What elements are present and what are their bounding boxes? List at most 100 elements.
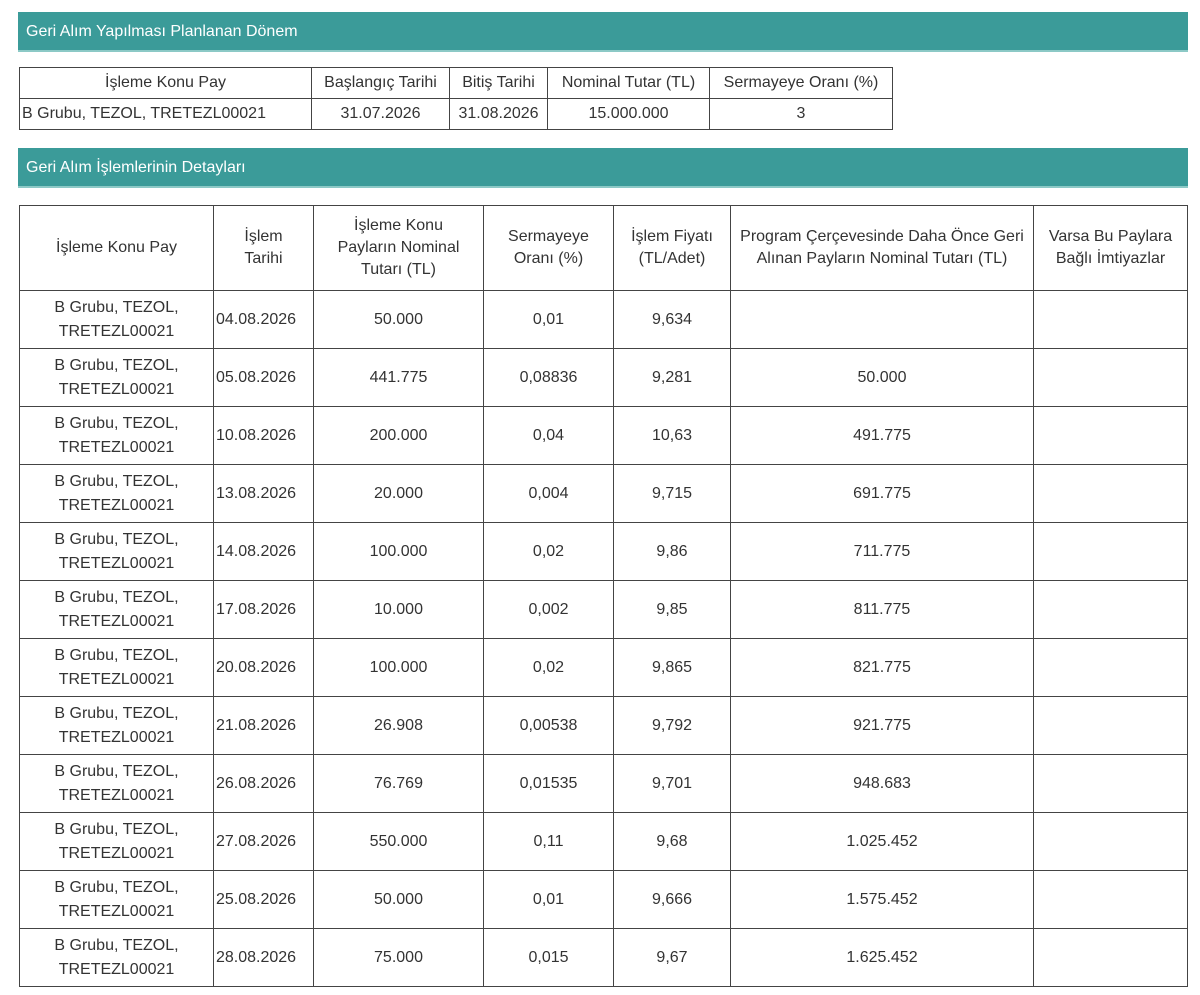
table-cell: B Grubu, TEZOL, TRETEZL00021 [19,754,214,813]
table-cell [1033,522,1188,581]
planned-period-table: İşleme Konu Pay Başlangıç Tarihi Bitiş T… [19,67,893,130]
column-header: İşlem Tarihi [213,205,314,291]
table-cell: 200.000 [313,406,484,465]
table-cell: 10,63 [613,406,731,465]
section-title: Geri Alım Yapılması Planlanan Dönem [26,23,298,40]
table-cell: 0,11 [483,812,614,871]
table-cell: 0,04 [483,406,614,465]
table-cell: 811.775 [730,580,1034,639]
table-cell [1033,290,1188,349]
table-row: B Grubu, TEZOL, TRETEZL00021 28.08.2026 75… [19,928,1188,987]
table-cell: 0,01535 [483,754,614,813]
table-cell: 28.08.2026 [213,928,314,987]
table-cell: 50.000 [313,290,484,349]
table-cell: 50.000 [313,870,484,929]
table-cell: 75.000 [313,928,484,987]
table-cell: 76.769 [313,754,484,813]
table-cell: 1.025.452 [730,812,1034,871]
table-cell: 21.08.2026 [213,696,314,755]
table-cell: 17.08.2026 [213,580,314,639]
table-cell: B Grubu, TEZOL, TRETEZL00021 [19,290,214,349]
table-cell [730,290,1034,349]
table-cell: 26.908 [313,696,484,755]
table-cell: B Grubu, TEZOL, TRETEZL00021 [19,580,214,639]
column-header: Program Çerçevesinde Daha Önce Geri Alın… [730,205,1034,291]
column-header: İşleme Konu Payların Nominal Tutarı (TL) [313,205,484,291]
table-cell: 15.000.000 [547,98,710,130]
column-header: Sermayeye Oranı (%) [483,205,614,291]
table-row: B Grubu, TEZOL, TRETEZL00021 04.08.2026 50… [19,290,1188,349]
table-cell [1033,638,1188,697]
table-cell: 9,67 [613,928,731,987]
column-header: Başlangıç Tarihi [311,67,450,99]
table-row: B Grubu, TEZOL, TRETEZL00021 05.08.2026 44… [19,348,1188,407]
table-cell: 9,701 [613,754,731,813]
table-cell: 20.08.2026 [213,638,314,697]
table-cell: 0,004 [483,464,614,523]
table-cell [1033,464,1188,523]
table-cell: 31.08.2026 [449,98,548,130]
table-cell [1033,870,1188,929]
transaction-details-table: İşleme Konu Pay İşlem Tarihi İşleme Konu… [19,205,1188,987]
table-cell: 20.000 [313,464,484,523]
table-cell: 1.625.452 [730,928,1034,987]
table-cell: 9,666 [613,870,731,929]
table-cell: B Grubu, TEZOL, TRETEZL00021 [19,406,214,465]
table-cell: 441.775 [313,348,484,407]
table-cell: 100.000 [313,522,484,581]
column-header: Sermayeye Oranı (%) [709,67,893,99]
column-header: İşleme Konu Pay [19,67,312,99]
table-cell: 04.08.2026 [213,290,314,349]
table-row: B Grubu, TEZOL, TRETEZL00021 14.08.2026 10… [19,522,1188,581]
table-cell: 26.08.2026 [213,754,314,813]
table-cell: 100.000 [313,638,484,697]
table-cell: 0,015 [483,928,614,987]
table-row: B Grubu, TEZOL, TRETEZL00021 21.08.2026 26… [19,696,1188,755]
table-row: B Grubu, TEZOL, TRETEZL00021 26.08.2026 76… [19,754,1188,813]
table-cell: 13.08.2026 [213,464,314,523]
table-header-row: İşleme Konu Pay İşlem Tarihi İşleme Konu… [19,205,1188,291]
table-cell: 9,865 [613,638,731,697]
table-cell: 9,634 [613,290,731,349]
table-cell: 9,792 [613,696,731,755]
table-row: B Grubu, TEZOL, TRETEZL00021 25.08.2026 50… [19,870,1188,929]
section-header-transaction-details: Geri Alım İşlemlerinin Detayları [18,148,1188,188]
column-header: İşlem Fiyatı (TL/Adet) [613,205,731,291]
section-header-planned-period: Geri Alım Yapılması Planlanan Dönem [18,12,1188,52]
table-cell: B Grubu, TEZOL, TRETEZL00021 [19,98,312,130]
table-row: B Grubu, TEZOL, TRETEZL00021 31.07.2026 … [19,98,893,130]
table-row: B Grubu, TEZOL, TRETEZL00021 17.08.2026 10… [19,580,1188,639]
table-cell: 14.08.2026 [213,522,314,581]
table-cell: B Grubu, TEZOL, TRETEZL00021 [19,812,214,871]
table-cell: B Grubu, TEZOL, TRETEZL00021 [19,464,214,523]
table-cell: 05.08.2026 [213,348,314,407]
table-cell: B Grubu, TEZOL, TRETEZL00021 [19,638,214,697]
table-cell: B Grubu, TEZOL, TRETEZL00021 [19,928,214,987]
table-cell: 821.775 [730,638,1034,697]
column-header: Varsa Bu Paylara Bağlı İmtiyazlar [1033,205,1188,291]
table-cell: 50.000 [730,348,1034,407]
table-cell: 3 [709,98,893,130]
table-row: B Grubu, TEZOL, TRETEZL00021 10.08.2026 20… [19,406,1188,465]
table-cell [1033,812,1188,871]
table-row: B Grubu, TEZOL, TRETEZL00021 13.08.2026 20… [19,464,1188,523]
table-cell: B Grubu, TEZOL, TRETEZL00021 [19,696,214,755]
table-cell: B Grubu, TEZOL, TRETEZL00021 [19,522,214,581]
table-cell: B Grubu, TEZOL, TRETEZL00021 [19,348,214,407]
table-cell: 491.775 [730,406,1034,465]
table-cell: 0,01 [483,290,614,349]
table-header-row: İşleme Konu Pay Başlangıç Tarihi Bitiş T… [19,67,893,99]
table-cell: 9,86 [613,522,731,581]
table-cell: 948.683 [730,754,1034,813]
table-cell [1033,928,1188,987]
table-cell: 0,002 [483,580,614,639]
table-cell: 0,02 [483,522,614,581]
table-cell: B Grubu, TEZOL, TRETEZL00021 [19,870,214,929]
table-cell: 691.775 [730,464,1034,523]
table-cell: 550.000 [313,812,484,871]
table-cell [1033,696,1188,755]
table-cell: 9,715 [613,464,731,523]
table-cell [1033,406,1188,465]
table-cell: 9,68 [613,812,731,871]
table-cell: 0,00538 [483,696,614,755]
